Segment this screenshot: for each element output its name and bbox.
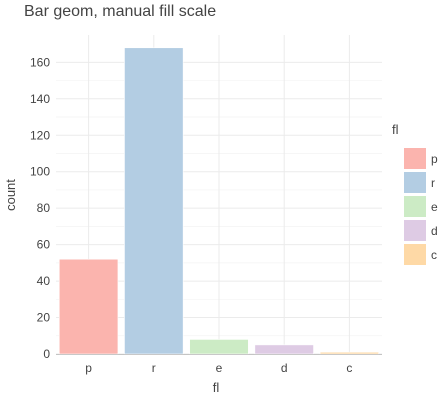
x-tick-label-p: p: [85, 361, 92, 375]
legend-label-p: p: [431, 152, 438, 166]
y-tick-label: 100: [30, 165, 50, 179]
legend-swatch-e: [404, 196, 426, 217]
chart-title: Bar geom, manual fill scale: [24, 3, 216, 20]
y-tick-label: 80: [37, 201, 51, 215]
x-tick-label-d: d: [281, 361, 288, 375]
y-tick-label: 40: [37, 274, 51, 288]
legend-label-d: d: [431, 224, 438, 238]
plot-panel: [56, 35, 382, 355]
y-tick-label: 160: [30, 55, 50, 69]
bar-p: [58, 258, 119, 355]
legend-swatch-c: [404, 244, 426, 265]
bar-d: [254, 344, 314, 355]
x-tick-label-c: c: [346, 361, 352, 375]
legend-label-e: e: [431, 200, 438, 214]
legend-swatch-p: [404, 148, 426, 169]
legend-label-r: r: [431, 176, 435, 190]
y-tick-label: 120: [30, 128, 50, 142]
bar-r: [124, 47, 184, 355]
legend-swatch-r: [404, 172, 426, 193]
x-tick-label-r: r: [152, 361, 156, 375]
bar-e: [189, 339, 249, 355]
x-tick-label-e: e: [216, 361, 223, 375]
bar-c: [319, 351, 380, 355]
y-axis-title: count: [3, 179, 18, 211]
legend-label-c: c: [431, 248, 437, 262]
legend-title: fl: [392, 122, 399, 137]
legend-swatch-d: [404, 220, 426, 241]
y-axis-ticks: 0 20 40 60 80 100 120 140 160: [30, 55, 50, 361]
y-tick-label: 0: [43, 347, 50, 361]
y-tick-label: 140: [30, 92, 50, 106]
y-tick-label: 60: [37, 238, 51, 252]
y-tick-label: 20: [37, 311, 51, 325]
x-axis-title: fl: [213, 380, 220, 395]
